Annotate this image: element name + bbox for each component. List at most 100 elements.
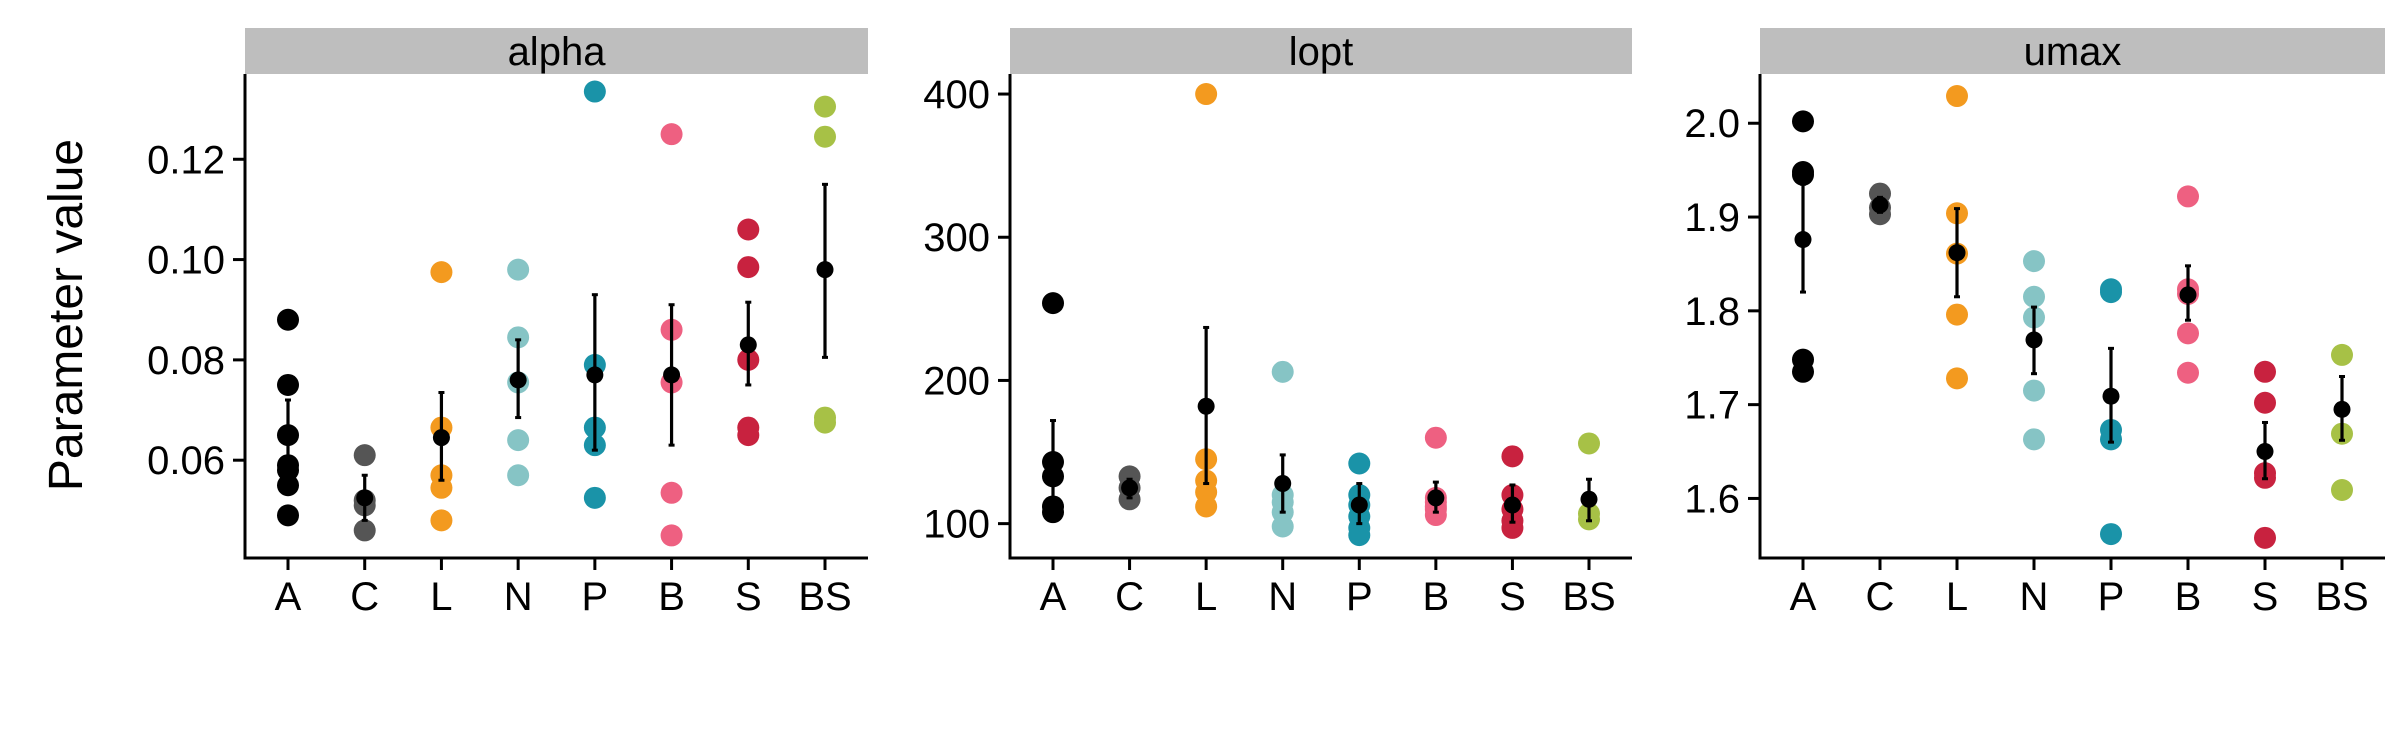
mean-point-A bbox=[1794, 231, 1812, 249]
data-point-L bbox=[1946, 367, 1968, 390]
mean-point-S bbox=[2256, 443, 2274, 461]
data-point-BS bbox=[814, 95, 836, 118]
data-point-S bbox=[737, 256, 760, 279]
data-point-S bbox=[1501, 516, 1524, 539]
mean-point-N bbox=[1274, 475, 1292, 493]
x-tick-label: B bbox=[2175, 575, 2202, 619]
x-tick-label: N bbox=[1268, 575, 1297, 619]
data-point-N bbox=[1271, 515, 1294, 538]
y-tick-label: 0.08 bbox=[147, 339, 225, 383]
x-tick-label: P bbox=[582, 575, 609, 619]
x-tick-label: B bbox=[1423, 575, 1450, 619]
y-tick-label: 100 bbox=[923, 503, 990, 547]
data-point-S bbox=[2254, 360, 2276, 383]
data-point-S bbox=[737, 218, 760, 241]
data-point-A bbox=[1792, 110, 1814, 133]
y-tick-label: 2.0 bbox=[1684, 102, 1740, 146]
y-tick-label: 0.12 bbox=[147, 138, 225, 182]
data-point-S bbox=[737, 424, 760, 447]
mean-point-BS bbox=[1580, 490, 1598, 508]
y-tick-label: 200 bbox=[923, 359, 990, 403]
mean-point-L bbox=[1197, 397, 1215, 415]
mean-point-L bbox=[432, 429, 450, 447]
data-point-BS bbox=[1578, 432, 1600, 455]
data-point-C bbox=[353, 444, 376, 467]
x-tick-label: S bbox=[2252, 575, 2279, 619]
mean-point-L bbox=[1948, 244, 1966, 262]
data-point-BS bbox=[814, 411, 836, 434]
x-tick-label: P bbox=[2098, 575, 2125, 619]
x-tick-label: C bbox=[350, 575, 379, 619]
facet-title-umax: umax bbox=[2024, 30, 2122, 74]
x-tick-label: C bbox=[1115, 575, 1144, 619]
mean-point-P bbox=[2102, 387, 2120, 405]
data-point-N bbox=[507, 258, 530, 281]
data-point-A bbox=[1042, 501, 1064, 524]
x-tick-label: A bbox=[1040, 575, 1067, 619]
mean-point-BS bbox=[2333, 400, 2351, 418]
x-tick-label: A bbox=[275, 575, 302, 619]
y-tick-label: 300 bbox=[923, 216, 990, 260]
data-point-L bbox=[430, 509, 453, 532]
y-axis-label: Parameter value bbox=[40, 139, 93, 491]
mean-point-BS bbox=[816, 261, 834, 279]
data-point-A bbox=[277, 308, 299, 331]
data-point-N bbox=[2023, 428, 2045, 451]
data-point-B bbox=[2177, 361, 2199, 384]
mean-point-C bbox=[1871, 196, 1889, 214]
y-tick-label: 1.8 bbox=[1684, 290, 1740, 334]
data-point-BS bbox=[2331, 343, 2353, 366]
data-point-P bbox=[583, 486, 606, 509]
data-point-S bbox=[1501, 445, 1524, 468]
y-tick-label: 1.9 bbox=[1684, 196, 1740, 240]
data-point-L bbox=[1946, 85, 1968, 108]
data-point-P bbox=[1348, 452, 1371, 475]
y-tick-label: 0.06 bbox=[147, 439, 225, 483]
mean-point-N bbox=[2025, 331, 2043, 349]
x-tick-label: L bbox=[1946, 575, 1968, 619]
x-tick-label: N bbox=[2020, 575, 2049, 619]
x-tick-label: B bbox=[658, 575, 685, 619]
data-point-B bbox=[1424, 504, 1447, 527]
mean-point-P bbox=[586, 366, 604, 384]
mean-point-B bbox=[2179, 286, 2197, 304]
facet-strip-alpha bbox=[245, 28, 868, 74]
y-tick-label: 0.10 bbox=[147, 239, 225, 283]
y-tick-label: 1.7 bbox=[1684, 384, 1740, 428]
data-point-A bbox=[1792, 163, 1814, 186]
data-point-B bbox=[1424, 426, 1447, 449]
x-tick-label: S bbox=[735, 575, 762, 619]
mean-point-P bbox=[1350, 496, 1368, 514]
mean-point-S bbox=[739, 336, 757, 354]
facet-strip-lopt bbox=[1010, 28, 1632, 74]
x-tick-label: L bbox=[1195, 575, 1217, 619]
data-point-N bbox=[2023, 285, 2045, 308]
data-point-B bbox=[660, 123, 683, 146]
data-point-B bbox=[660, 524, 683, 547]
data-point-B bbox=[2177, 322, 2199, 345]
x-tick-label: N bbox=[504, 575, 533, 619]
facet-title-alpha: alpha bbox=[508, 30, 607, 74]
data-point-A bbox=[1042, 292, 1064, 315]
x-tick-label: BS bbox=[2315, 575, 2368, 619]
x-tick-label: BS bbox=[798, 575, 851, 619]
data-point-L bbox=[430, 476, 453, 499]
data-point-S bbox=[2254, 526, 2276, 549]
facet-title-lopt: lopt bbox=[1289, 30, 1354, 74]
data-point-N bbox=[2023, 379, 2045, 402]
y-tick-label: 1.6 bbox=[1684, 477, 1740, 521]
data-point-P bbox=[2100, 523, 2122, 546]
mean-point-A bbox=[1044, 467, 1062, 485]
data-point-A bbox=[1792, 360, 1814, 383]
data-point-N bbox=[507, 326, 530, 349]
mean-point-S bbox=[1503, 496, 1521, 514]
x-tick-label: BS bbox=[1562, 575, 1615, 619]
x-tick-label: A bbox=[1790, 575, 1817, 619]
data-point-P bbox=[583, 80, 606, 103]
data-point-N bbox=[2023, 250, 2045, 273]
data-point-P bbox=[1348, 524, 1371, 547]
data-point-L bbox=[1195, 495, 1218, 518]
